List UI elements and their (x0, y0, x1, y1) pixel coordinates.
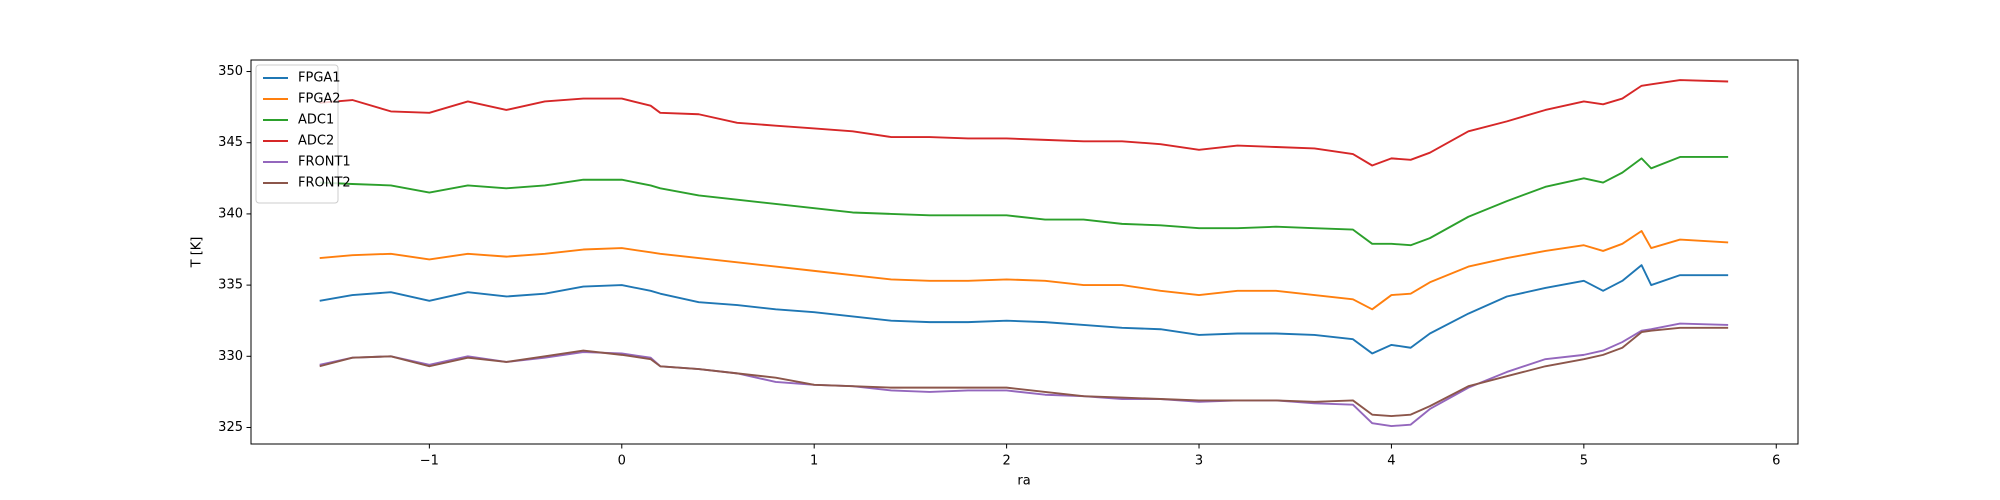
x-tick-label: 4 (1387, 454, 1395, 469)
y-tick-label: 330 (218, 349, 243, 364)
data-line (319, 264, 1729, 355)
legend-label: FPGA2 (298, 92, 341, 107)
legend: FPGA1 FPGA2 ADC1 ADC2 FRONT1 FRONT2 (255, 64, 351, 204)
data-line (319, 326, 1729, 418)
x-tick-label: 0 (618, 454, 626, 469)
y-tick-label: 350 (218, 64, 243, 79)
x-tick-label: 1 (810, 454, 818, 469)
legend-label: FRONT2 (298, 176, 351, 191)
x-tick-label: −1 (420, 454, 439, 469)
y-tick-label: 335 (218, 278, 243, 293)
x-tick-label: 6 (1772, 454, 1780, 469)
legend-label: ADC1 (298, 113, 334, 128)
legend-label: FPGA1 (298, 71, 341, 86)
data-line (319, 79, 1729, 167)
y-tick-label: 340 (218, 206, 243, 221)
legend-label: ADC2 (298, 134, 334, 149)
x-axis-label: ra (1017, 474, 1030, 489)
data-line (319, 230, 1729, 311)
y-tick-label: 325 (218, 420, 243, 435)
x-tick-label: 2 (1002, 454, 1010, 469)
y-axis-label: T [K] (190, 237, 205, 269)
x-tick-label: 5 (1580, 454, 1588, 469)
y-tick-label: 345 (218, 135, 243, 150)
plot-frame (250, 59, 1799, 445)
data-line (319, 156, 1729, 247)
legend-label: FRONT1 (298, 155, 351, 170)
x-tick-label: 3 (1195, 454, 1203, 469)
